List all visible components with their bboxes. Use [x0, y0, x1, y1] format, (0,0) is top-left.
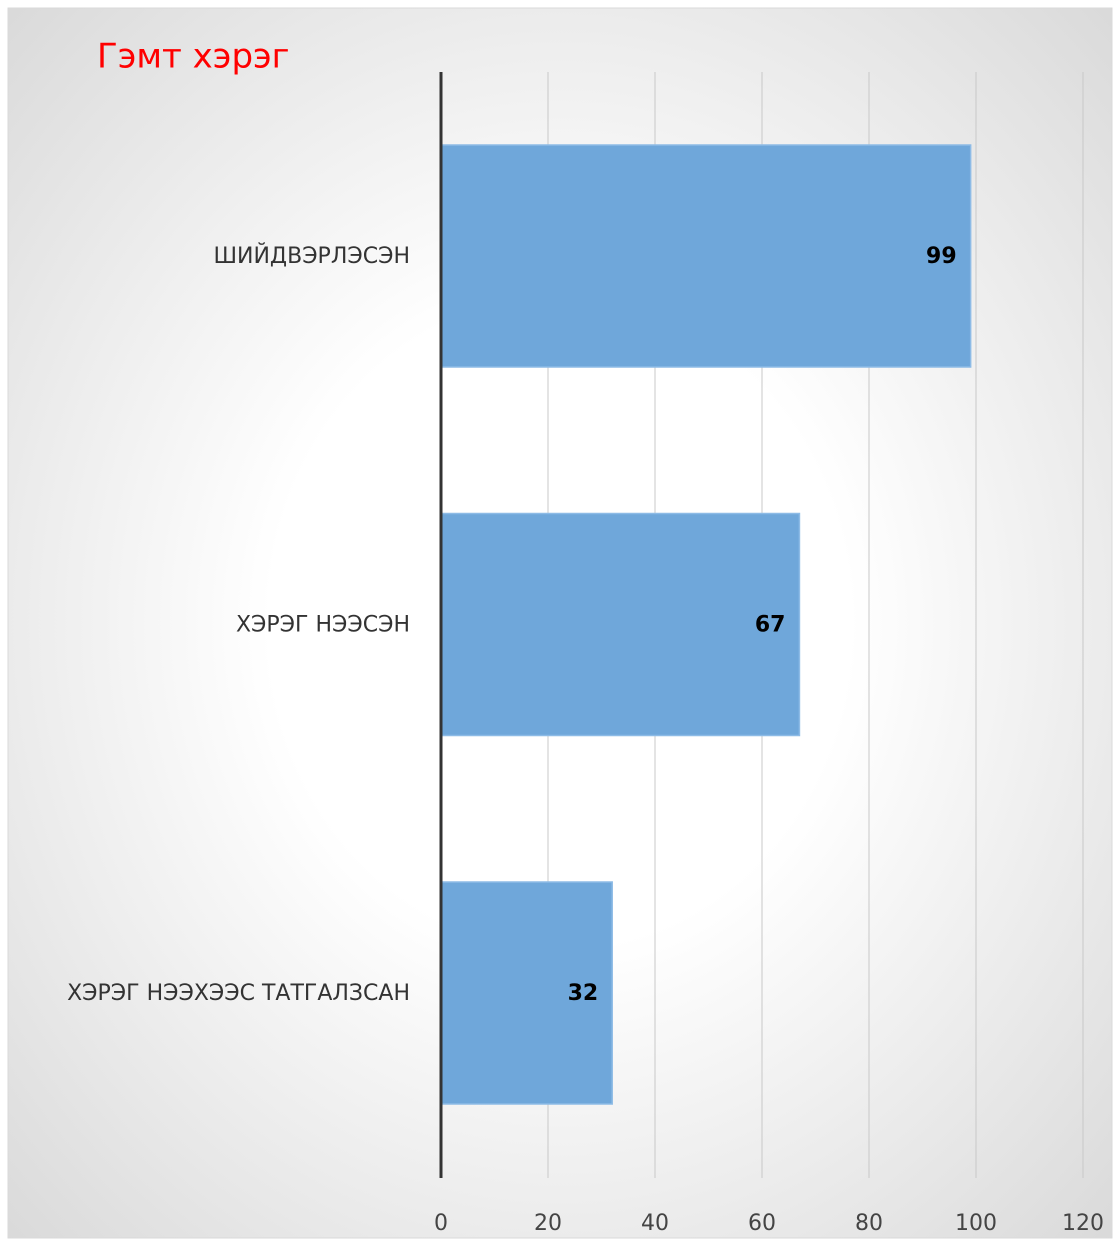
x-tick-label: 60 [748, 1211, 776, 1236]
y-tick-label: ХЭРЭГ НЭЭСЭН [236, 613, 410, 638]
y-tick-label: ХЭРЭГ НЭЭХЭЭС ТАТГАЛЗСАН [67, 981, 410, 1006]
x-tick-label: 40 [641, 1211, 669, 1236]
data-label: 99 [926, 244, 957, 269]
x-tick-label: 0 [434, 1211, 448, 1236]
x-tick-label: 100 [955, 1211, 997, 1236]
x-tick-label: 20 [534, 1211, 562, 1236]
bar [440, 512, 801, 737]
bar [440, 144, 972, 368]
bar [440, 881, 613, 1105]
x-tick-label: 80 [855, 1211, 883, 1236]
x-tick-label: 120 [1062, 1211, 1104, 1236]
data-label: 32 [568, 981, 599, 1006]
chart-title: Гэмт хэрэг [97, 37, 290, 77]
y-tick-label: ШИЙДВЭРЛЭСЭН [213, 243, 410, 269]
data-label: 67 [755, 613, 786, 638]
